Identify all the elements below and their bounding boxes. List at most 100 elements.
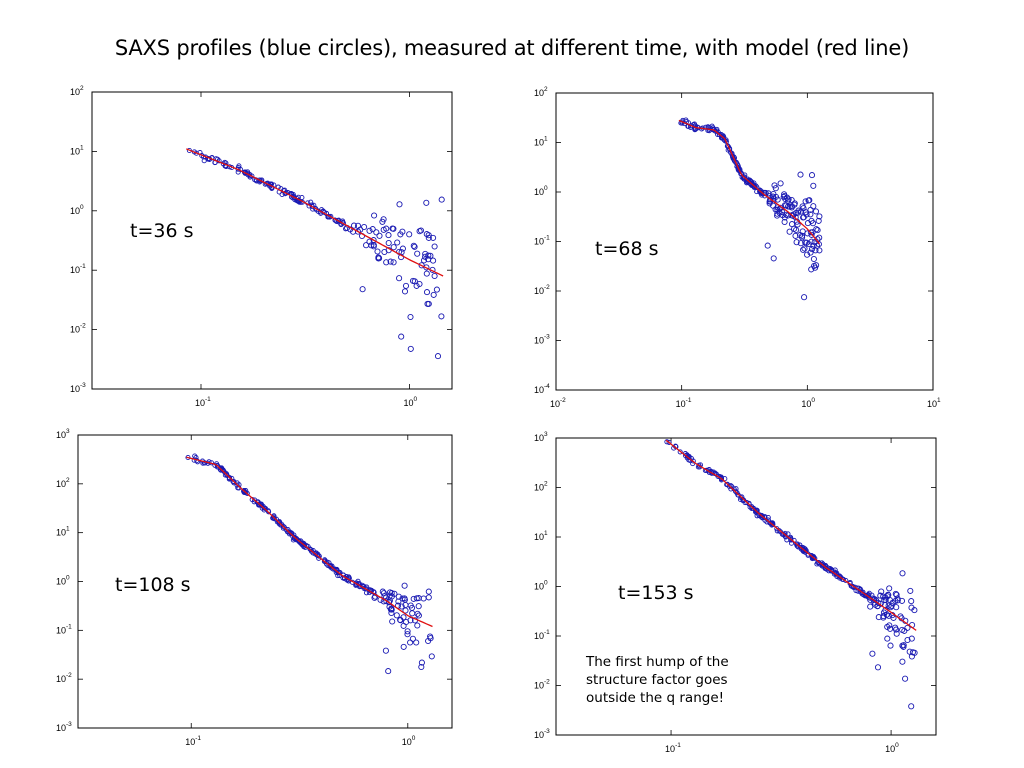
data-point [388,609,395,617]
data-point [400,643,407,650]
data-point [390,244,397,251]
data-point [893,604,900,611]
data-point [294,536,300,542]
y-tick-label: 10-1 [56,623,72,635]
y-tick-label: 100 [56,575,70,587]
data-point [867,603,874,610]
time-label-t153: t=153 s [618,582,694,604]
data-point [814,561,820,567]
x-tick-label: 10-1 [676,397,692,409]
data-point [908,598,915,605]
data-point [744,499,750,506]
data-point [230,478,236,485]
data-layer [185,453,435,675]
data-point [381,593,388,600]
data-point [899,658,906,665]
data-point [764,242,771,249]
data-point [886,585,893,592]
data-point [308,199,314,205]
data-point [407,313,414,321]
x-tick-label: 10-1 [195,396,211,408]
data-point [810,255,817,263]
data-point [726,483,732,489]
x-tick-label: 10-2 [550,397,566,409]
data-point [797,171,804,178]
data-point [776,209,783,216]
data-point [877,592,884,599]
data-point [438,313,445,320]
data-point [892,590,899,597]
data-point [785,203,792,210]
data-point [417,227,425,234]
data-point [792,232,799,239]
data-point [401,288,409,295]
y-tick-label: 101 [56,526,70,538]
data-point [366,227,373,234]
data-point [386,603,393,610]
y-tick-label: 10-3 [534,728,550,740]
data-point [815,241,822,248]
time-label-t108: t=108 s [115,574,191,596]
data-point [782,195,789,203]
data-point [409,277,417,284]
data-point [418,659,425,666]
data-point [350,222,358,229]
data-point [772,185,779,192]
data-point [813,262,820,269]
data-point [383,598,390,605]
data-point [420,595,427,602]
data-point [366,238,373,245]
y-tick-label: 10-3 [56,721,72,733]
data-point [781,214,788,221]
data-point [806,197,813,204]
data-point [800,246,807,253]
data-point [434,353,442,360]
y-tick-label: 102 [534,481,548,493]
data-point [201,460,207,466]
data-point [433,286,440,293]
data-point [280,523,286,529]
data-point [397,616,404,623]
data-point [408,604,416,611]
data-point [418,663,425,671]
data-point [270,515,276,521]
data-point [776,206,783,213]
data-point [373,229,380,236]
data-point [904,636,911,644]
data-point [799,228,806,235]
data-point [398,603,405,610]
data-point [401,595,408,602]
data-point [383,259,390,266]
annotation-note: The first hump of the structure factor g… [586,654,729,706]
y-tick-label: 102 [534,86,548,98]
x-tick-label: 100 [403,396,417,408]
data-point [809,220,817,227]
data-point [313,206,319,212]
data-point [425,588,432,595]
data-point [802,198,809,205]
data-point [380,590,387,597]
data-point [760,513,766,519]
data-point [404,631,411,638]
y-tick-label: 101 [70,144,84,156]
y-tick-label: 10-2 [56,672,72,684]
data-point [359,286,366,293]
data-point [401,582,408,589]
data-point [786,228,793,235]
data-point [869,595,876,602]
x-tick-label: 10-1 [665,742,681,754]
y-tick-label: 10-1 [534,629,550,641]
data-point [286,529,292,535]
data-point [310,550,316,556]
data-point [411,243,418,250]
data-point [781,192,788,200]
data-point [396,275,403,282]
data-point [423,289,431,296]
data-point [781,218,788,226]
data-point [398,333,405,340]
data-point [402,282,410,289]
data-point [328,563,334,570]
